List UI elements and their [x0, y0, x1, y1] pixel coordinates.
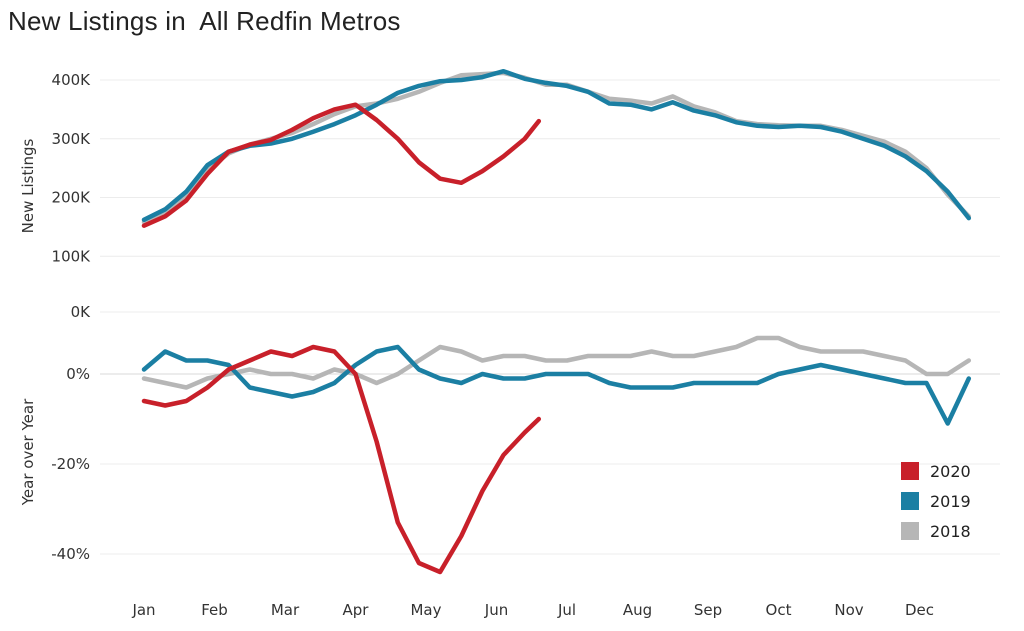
legend-item-2019[interactable]: 2019 [901, 492, 971, 511]
x-tick-label: Jun [484, 601, 508, 619]
yoy-panel: -40% -20% 0% Year over Year [19, 335, 1000, 575]
x-tick-label: Nov [834, 601, 863, 619]
top-y-tick-label: 400K [52, 71, 92, 89]
x-tick-label: May [410, 601, 441, 619]
x-tick-label: Jan [131, 601, 155, 619]
top-y-tick-label: 0K [71, 303, 92, 321]
legend-label: 2020 [930, 462, 971, 481]
series-line-2019 [141, 68, 972, 223]
x-tick-label: Apr [343, 601, 370, 619]
bottom-y-ticks: -40% -20% 0% [51, 365, 90, 563]
x-tick-label: Dec [905, 601, 934, 619]
bottom-y-tick-label: 0% [66, 365, 90, 383]
x-tick-label: Jul [557, 601, 576, 619]
legend-label: 2019 [930, 492, 971, 511]
bottom-y-axis-title: Year over Year [19, 398, 37, 506]
yoy-series-line-2019 [141, 344, 972, 426]
legend-swatch [901, 492, 919, 510]
bottom-y-tick-label: -40% [51, 545, 90, 563]
legend-swatch [901, 462, 919, 480]
legend-label: 2018 [930, 522, 971, 541]
series-line-2020 [141, 102, 542, 228]
legend[interactable]: 2020 2019 2018 [901, 462, 971, 541]
bottom-y-tick-label: -20% [51, 455, 90, 473]
x-tick-label: Aug [623, 601, 652, 619]
bottom-gridlines [100, 373, 1000, 555]
x-tick-label: Feb [201, 601, 228, 619]
top-y-ticks: 0K 100K 200K 300K 400K [52, 71, 92, 321]
top-series-lines [141, 68, 972, 228]
series-line-2018 [141, 70, 972, 225]
bottom-series-lines [141, 335, 972, 575]
yoy-series-line-2018 [141, 335, 972, 390]
legend-swatch [901, 522, 919, 540]
legend-item-2020[interactable]: 2020 [901, 462, 971, 481]
yoy-series-line-2020 [141, 344, 542, 575]
top-y-axis-title: New Listings [19, 138, 37, 233]
x-axis-ticks: Jan Feb Mar Apr May Jun Jul Aug Sep Oct Nov Dec [131, 601, 934, 619]
x-tick-label: Sep [694, 601, 722, 619]
x-tick-label: Mar [271, 601, 300, 619]
top-y-tick-label: 200K [52, 189, 92, 207]
top-gridlines [100, 79, 1000, 313]
new-listings-panel: 0K 100K 200K 300K 400K New Listings [19, 68, 1000, 321]
legend-item-2018[interactable]: 2018 [901, 522, 971, 541]
x-tick-label: Oct [766, 601, 792, 619]
top-y-tick-label: 100K [52, 247, 92, 265]
page-title: New Listings in All Redfin Metros [8, 6, 401, 36]
top-y-tick-label: 300K [52, 130, 92, 148]
